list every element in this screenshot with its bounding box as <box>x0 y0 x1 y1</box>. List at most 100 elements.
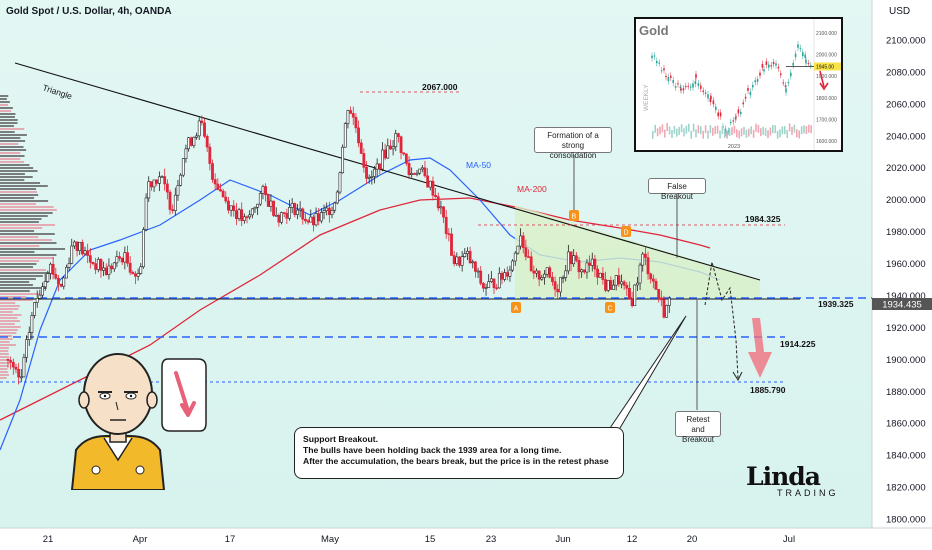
candle-body <box>386 145 390 159</box>
inset-volume-bar <box>752 129 755 138</box>
candle-body <box>646 257 650 275</box>
candle-body <box>643 253 647 258</box>
inset-candle-body <box>782 82 784 84</box>
inset-candle-body <box>715 106 717 111</box>
inset-candle-body <box>790 72 792 77</box>
candle-body <box>41 286 44 296</box>
candle-body <box>548 267 552 278</box>
candle-body <box>155 179 159 184</box>
volume-profile-bar <box>0 374 9 376</box>
candle-body <box>35 298 39 303</box>
candle-body <box>489 278 493 282</box>
candle-body <box>630 299 634 307</box>
candle-body <box>160 176 164 178</box>
candle-body <box>580 269 584 273</box>
candle-body <box>184 148 188 159</box>
y-tick-label: 1860.000 <box>886 419 926 430</box>
inset-volume-bar <box>716 125 719 134</box>
candle-body <box>6 359 10 361</box>
volume-profile-bar <box>0 260 40 262</box>
candle-body <box>142 229 145 268</box>
inset-y-tick: 2000.000 <box>816 53 837 59</box>
inset-volume-bar <box>772 125 774 134</box>
candle-body <box>598 272 602 278</box>
volume-profile-bar <box>0 347 9 349</box>
candle-body <box>468 250 472 264</box>
volume-profile-bar <box>0 365 9 367</box>
inset-candle-body <box>665 75 667 78</box>
logo-text-big: Linda <box>746 462 821 491</box>
inset-candle-body <box>672 80 674 83</box>
candle-body <box>232 205 236 211</box>
candle-body <box>62 277 66 287</box>
volume-profile-bar <box>0 359 7 361</box>
volume-profile-bar <box>0 269 46 271</box>
inset-ylabel: WEEKLY <box>643 84 650 111</box>
volume-profile-bar <box>0 110 12 112</box>
candle-body <box>264 186 268 196</box>
inset-candle-body <box>742 102 744 105</box>
volume-profile-bar <box>0 137 21 139</box>
inset-candle-body <box>754 80 756 83</box>
inset-candle-body <box>794 53 797 58</box>
y-tick-label: 2060.000 <box>886 99 926 110</box>
candle-body <box>452 255 456 264</box>
inset-candle-body <box>752 85 754 88</box>
candle-body <box>415 172 419 175</box>
candle-body <box>120 257 124 263</box>
candle-body <box>378 163 382 170</box>
candle-body <box>537 270 541 280</box>
candle-body <box>38 294 42 299</box>
callout-line-3: After the accumulation, the bears break,… <box>303 456 609 466</box>
inset-volume-bar <box>712 127 714 136</box>
triangle-label: Triangle <box>41 82 73 101</box>
candle-body <box>447 233 451 235</box>
volume-profile-bar <box>0 332 17 334</box>
volume-profile-bar <box>0 284 33 286</box>
candle-body <box>59 283 63 287</box>
level-1939-label: 1939.325 <box>818 299 854 309</box>
volume-profile-bar <box>0 278 36 280</box>
candle-body <box>208 146 212 164</box>
projection-path <box>704 261 739 379</box>
candle-body <box>75 241 79 252</box>
volume-profile-bar <box>0 161 25 163</box>
candle-body <box>617 275 621 285</box>
inset-candle-body <box>651 55 653 59</box>
inset-candle-body <box>695 74 697 78</box>
candle-body <box>314 213 318 226</box>
candle-body <box>532 270 536 274</box>
volume-profile-bar <box>0 140 26 142</box>
inset-candle-body <box>740 111 742 114</box>
inset-candle-body <box>719 112 722 117</box>
inset-candle-body <box>747 88 749 91</box>
level-2067-label: 2067.000 <box>422 82 458 92</box>
candle-body <box>128 262 132 273</box>
candle-body <box>115 256 119 264</box>
inset-volume-bar <box>666 123 668 132</box>
candle-body <box>266 194 270 207</box>
volume-profile-bar <box>0 125 14 127</box>
volume-profile-bar <box>0 188 37 190</box>
inset-candle-body <box>679 86 682 89</box>
inset-volume-bar <box>685 125 688 134</box>
volume-profile-bar <box>0 209 57 211</box>
y-tick-label: 1980.000 <box>886 227 926 238</box>
x-tick-label: Jul <box>783 534 795 545</box>
inset-candle-body <box>785 88 787 93</box>
inset-candle-body <box>737 109 740 114</box>
candle-body <box>67 263 71 268</box>
inset-volume-bar <box>664 129 666 138</box>
candle-body <box>404 153 408 164</box>
inset-price-label: 1945.00 <box>816 64 834 70</box>
logo-text-small: TRADING <box>777 488 839 498</box>
inset-volume-bar <box>702 130 704 139</box>
candle-body <box>566 251 570 272</box>
candle-body <box>253 206 257 210</box>
candle-body <box>104 267 108 275</box>
inset-volume-bar <box>755 123 757 132</box>
inset-volume-bar <box>661 124 664 133</box>
candle-body <box>497 272 501 289</box>
candle-body <box>179 174 183 186</box>
